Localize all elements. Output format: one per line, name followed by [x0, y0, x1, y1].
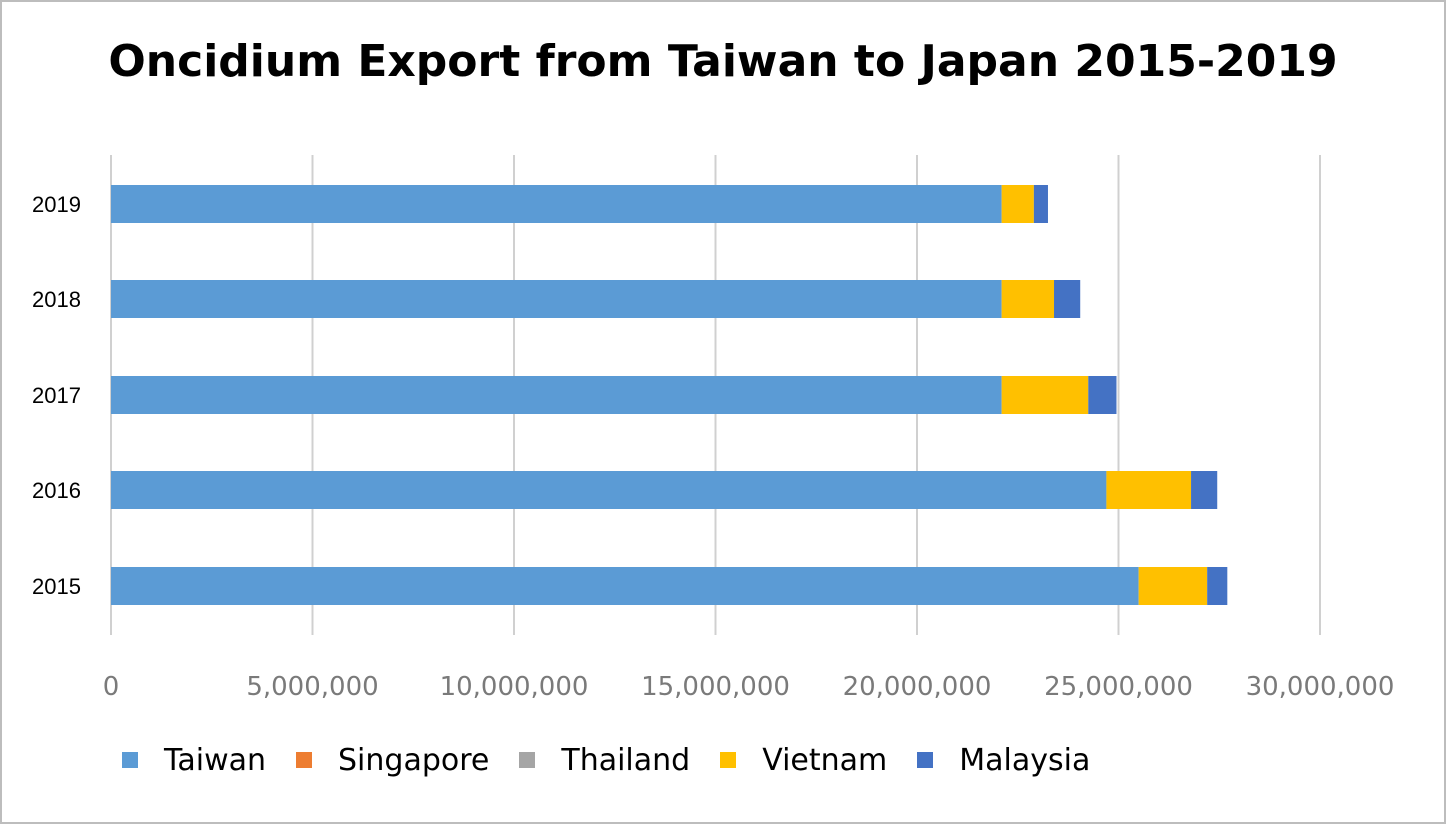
legend-item-singapore: Singapore: [296, 743, 489, 778]
bar-vietnam-2019: [1001, 185, 1034, 223]
x-tick-label: 0: [103, 672, 120, 702]
legend-swatch: [296, 752, 313, 768]
bar-malaysia-2017: [1088, 376, 1117, 414]
x-tick-label: 5,000,000: [246, 672, 378, 702]
legend-swatch: [917, 752, 934, 768]
bar-malaysia-2019: [1033, 185, 1048, 223]
bar-taiwan-2016: [111, 471, 1107, 509]
legend-swatch: [720, 752, 737, 768]
bar-vietnam-2018: [1001, 280, 1055, 318]
x-tick-label: 30,000,000: [1246, 672, 1395, 702]
category-label-2017: 2017: [32, 383, 81, 408]
bar-taiwan-2018: [111, 280, 1002, 318]
legend-item-vietnam: Vietnam: [720, 743, 887, 778]
x-tick-label: 20,000,000: [843, 672, 992, 702]
category-label-2015: 2015: [32, 574, 81, 599]
bar-taiwan-2017: [111, 376, 1002, 414]
x-tick-label: 25,000,000: [1044, 672, 1193, 702]
legend: Taiwan Singapore Thailand Vietnam Malaysia: [122, 738, 1120, 782]
legend-label: Vietnam: [762, 742, 888, 778]
x-tick-label: 15,000,000: [641, 672, 790, 702]
bar-vietnam-2016: [1106, 471, 1192, 509]
category-label-2018: 2018: [32, 287, 81, 312]
legend-label: Taiwan: [164, 742, 267, 778]
category-label-2016: 2016: [32, 478, 81, 503]
bar-malaysia-2016: [1191, 471, 1218, 509]
bar-taiwan-2015: [111, 567, 1139, 605]
bar-malaysia-2015: [1207, 567, 1228, 605]
legend-swatch: [519, 752, 536, 768]
legend-label: Singapore: [338, 742, 490, 778]
legend-item-malaysia: Malaysia: [917, 743, 1090, 778]
legend-swatch: [122, 752, 138, 768]
legend-label: Thailand: [561, 742, 691, 778]
legend-item-thailand: Thailand: [519, 743, 690, 778]
bar-malaysia-2018: [1054, 280, 1081, 318]
bar-taiwan-2019: [111, 185, 1002, 223]
legend-item-taiwan: Taiwan: [122, 743, 266, 778]
chart-title: Oncidium Export from Taiwan to Japan 201…: [108, 36, 1338, 87]
x-tick-labels: 0 5,000,000 10,000,000 15,000,000 20,000,000…: [103, 672, 1395, 702]
x-tick-label: 10,000,000: [440, 672, 589, 702]
category-label-2019: 2019: [32, 192, 81, 217]
legend-label: Malaysia: [959, 742, 1091, 778]
bar-vietnam-2015: [1138, 567, 1208, 605]
category-labels: 2019 2018 2017 2016 2015: [32, 192, 81, 599]
bar-vietnam-2017: [1001, 376, 1089, 414]
bars: [111, 185, 1228, 605]
